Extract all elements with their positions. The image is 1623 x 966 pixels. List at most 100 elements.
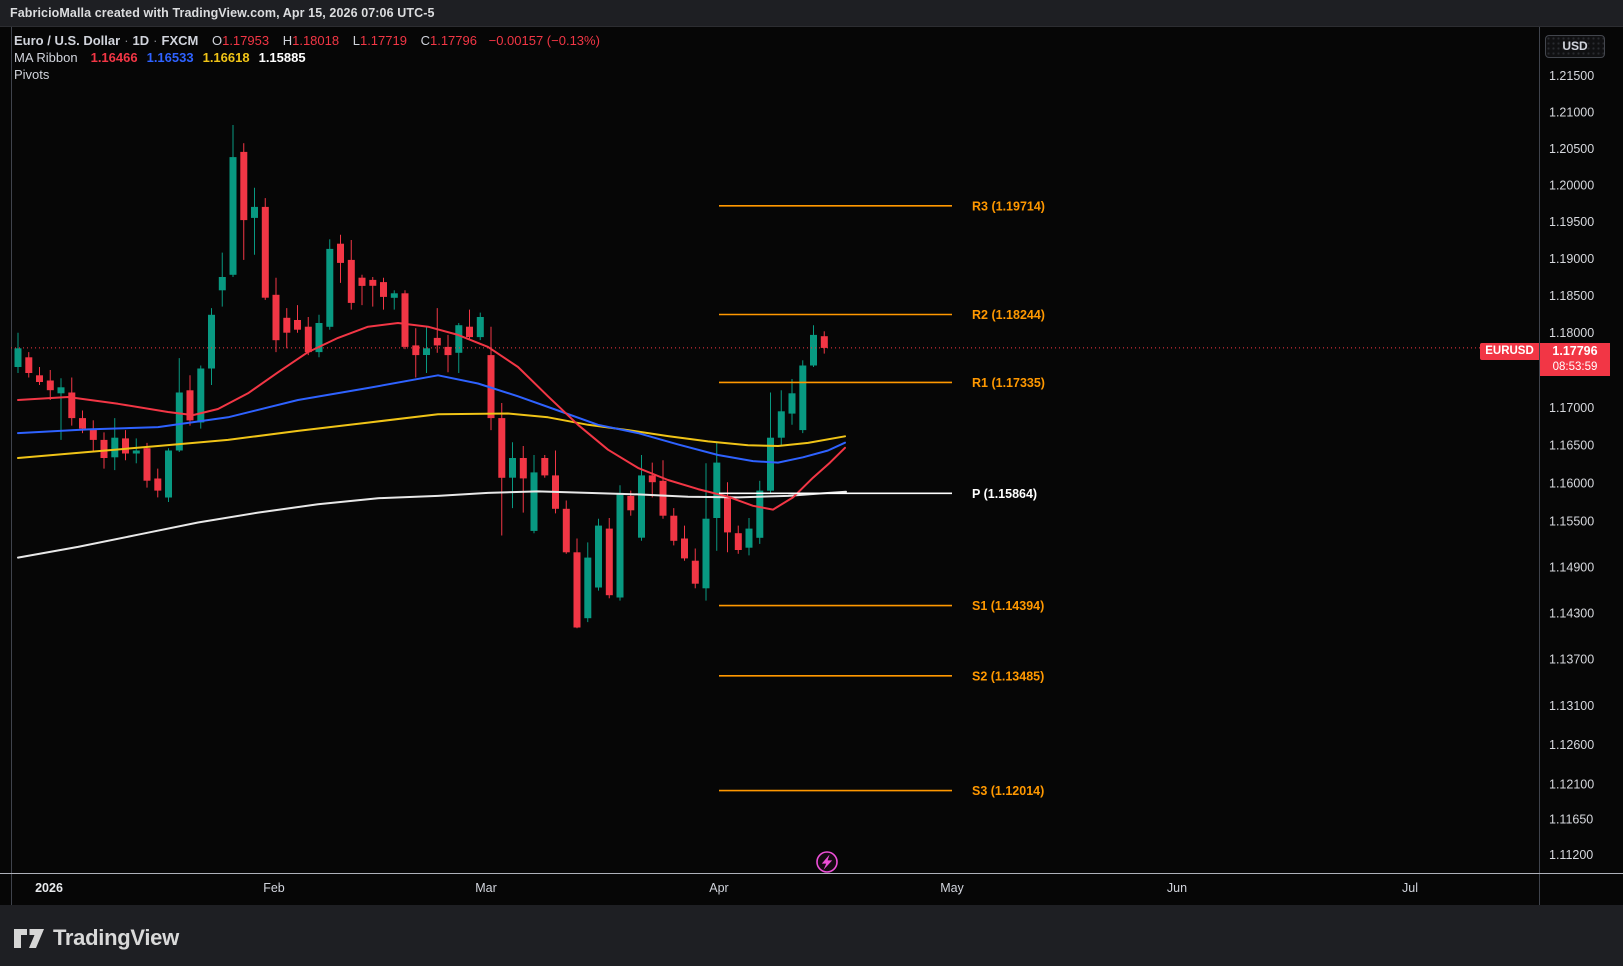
time-tick-label: Apr xyxy=(709,881,728,895)
candle-body xyxy=(638,475,645,538)
candle-body xyxy=(767,437,774,491)
candle-body xyxy=(487,355,495,419)
separator-dot: · xyxy=(124,33,129,48)
ma-blue-line xyxy=(17,374,846,464)
candle-body xyxy=(595,525,602,588)
close-value: 1.17796 xyxy=(429,33,477,48)
candle-body xyxy=(68,392,76,419)
attribution-bar: FabricioMalla created with TradingView.c… xyxy=(0,0,1623,27)
candle-body xyxy=(756,490,764,538)
candle-body xyxy=(734,533,742,550)
price-tick-label: 1.12100 xyxy=(1549,777,1594,791)
price-scale[interactable] xyxy=(1539,27,1623,873)
candle-body xyxy=(616,492,624,598)
time-tick-label: Jun xyxy=(1167,881,1187,895)
candle-body xyxy=(304,326,312,353)
candle-body xyxy=(530,472,538,531)
tradingview-logo-icon xyxy=(14,928,44,948)
low-value: 1.17719 xyxy=(359,33,407,48)
price-tick-label: 1.13700 xyxy=(1549,653,1594,667)
candle-body xyxy=(659,480,667,516)
ma-value-blue: 1.16533 xyxy=(146,50,194,65)
time-tick-label: Feb xyxy=(263,881,285,895)
candle-body xyxy=(132,450,140,454)
ma-red-line xyxy=(17,322,846,511)
candle-body xyxy=(713,462,721,518)
candle-body xyxy=(57,387,65,394)
price-tick-label: 1.14300 xyxy=(1549,606,1594,620)
high-label: H xyxy=(282,33,293,48)
candle-body xyxy=(573,552,581,628)
price-tick-label: 1.11200 xyxy=(1549,848,1593,862)
candle-body xyxy=(337,243,344,263)
legend-ma-ribbon-row[interactable]: MA Ribbon 1.16466 1.16533 1.16618 1.15885 xyxy=(14,50,600,66)
candle-body xyxy=(36,375,43,382)
candle-body xyxy=(111,437,119,458)
candle-body xyxy=(498,418,506,478)
pivot-label-S2: S2 (1.13485) xyxy=(972,669,1044,683)
candle-body xyxy=(347,259,355,303)
open-value: 1.17953 xyxy=(222,33,270,48)
candle-body xyxy=(799,365,807,431)
candle-body xyxy=(390,293,398,298)
legend-pivots-row[interactable]: Pivots xyxy=(14,67,600,83)
separator-dot: · xyxy=(153,33,158,48)
candle-body xyxy=(197,368,205,423)
candle-body xyxy=(380,282,387,297)
candle-body xyxy=(14,348,22,367)
last-price-value: 1.17796 xyxy=(1552,344,1598,358)
candle-body xyxy=(25,357,33,373)
currency-usd-button[interactable]: USD xyxy=(1545,35,1605,58)
low-label: L xyxy=(352,33,360,48)
close-label: C xyxy=(420,33,430,48)
candle-body xyxy=(218,277,226,291)
symbol-interval: 1D xyxy=(132,33,150,48)
ma-white-line xyxy=(17,490,847,559)
pivot-label-S3: S3 (1.12014) xyxy=(972,784,1044,798)
open-label: O xyxy=(211,33,223,48)
candle-body xyxy=(423,348,430,355)
candle-body xyxy=(261,206,269,298)
candle-body xyxy=(294,320,301,330)
ma-ribbon-lines xyxy=(17,322,847,559)
symbol-title: Euro / U.S. Dollar xyxy=(14,33,121,48)
candle-body xyxy=(229,157,237,275)
price-scale-labels: 1.21500 1.21000 1.20500 1.20000 1.19500 1.190… xyxy=(1549,69,1594,862)
tradingview-logo[interactable]: TradingView xyxy=(14,925,179,951)
pivot-label-S1: S1 (1.14394) xyxy=(972,599,1044,613)
price-tick-label: 1.17000 xyxy=(1549,401,1594,415)
time-tick-label: Jul xyxy=(1402,881,1418,895)
pivot-levels: R3 (1.19714) R2 (1.18244) R1 (1.17335) P (1… xyxy=(719,199,1045,798)
candle-body xyxy=(433,337,441,346)
time-scale[interactable] xyxy=(0,873,1623,905)
time-tick-label: Mar xyxy=(475,881,497,895)
candle-body xyxy=(100,439,108,458)
symbol-exchange: FXCM xyxy=(161,33,199,48)
candle-body xyxy=(584,557,592,619)
price-tick-label: 1.21500 xyxy=(1549,69,1594,83)
price-tick-label: 1.16500 xyxy=(1549,439,1594,453)
candle-body xyxy=(369,279,377,286)
price-tick-label: 1.15500 xyxy=(1549,515,1594,529)
price-tick-label: 1.11650 xyxy=(1549,813,1593,827)
ma-ribbon-label: MA Ribbon xyxy=(14,50,78,65)
price-tick-label: 1.21000 xyxy=(1549,105,1594,119)
candle-body xyxy=(154,478,162,491)
candle-body xyxy=(648,475,656,483)
price-tick-label: 1.20500 xyxy=(1549,142,1594,156)
candle-body xyxy=(519,458,527,479)
legend-symbol-row[interactable]: Euro / U.S. Dollar · 1D · FXCM O1.17953 H1.1… xyxy=(14,33,600,49)
symbol-price-tag[interactable]: EURUSD xyxy=(1480,343,1539,360)
price-tick-label: 1.20000 xyxy=(1549,178,1594,192)
candle-body xyxy=(143,448,151,481)
candle-body xyxy=(315,323,323,353)
pivots-label: Pivots xyxy=(14,67,50,82)
candle-body xyxy=(251,206,258,218)
high-value: 1.18018 xyxy=(292,33,340,48)
events-lightning-icon[interactable] xyxy=(816,851,838,873)
legend: Euro / U.S. Dollar · 1D · FXCM O1.17953 H1.1… xyxy=(14,33,600,84)
attribution-text: FabricioMalla created with TradingView.c… xyxy=(10,6,435,20)
candle-body xyxy=(670,515,678,541)
